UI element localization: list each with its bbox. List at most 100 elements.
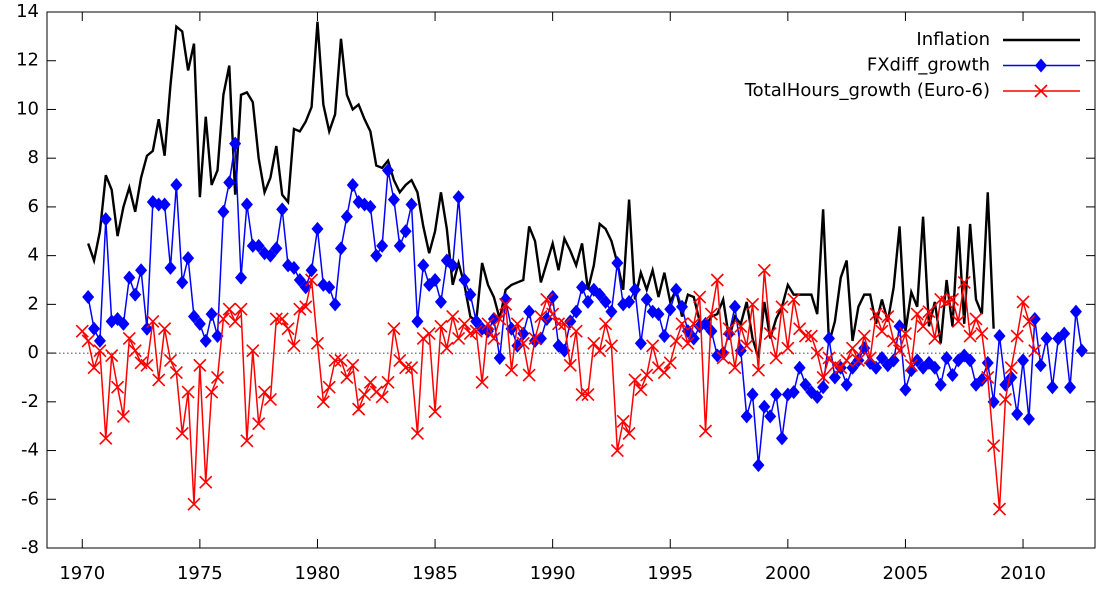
point — [969, 312, 983, 326]
point — [728, 361, 742, 375]
point — [269, 312, 283, 326]
point — [216, 312, 230, 326]
point — [869, 307, 883, 321]
point — [287, 260, 300, 275]
x-tick-label: 1970 — [59, 563, 105, 584]
point — [399, 224, 412, 239]
point — [399, 361, 413, 375]
point — [246, 344, 260, 358]
point — [564, 314, 577, 329]
point — [728, 299, 741, 314]
point — [470, 314, 483, 329]
point — [393, 353, 407, 367]
point — [87, 361, 101, 375]
point — [182, 251, 195, 266]
legend-label: FXdiff_growth — [867, 55, 990, 76]
point — [1022, 314, 1036, 328]
point — [811, 389, 824, 404]
point — [1022, 411, 1035, 426]
point — [93, 344, 107, 358]
point — [740, 339, 754, 353]
point — [499, 292, 512, 307]
point — [975, 372, 988, 387]
point — [404, 361, 419, 375]
point — [305, 263, 318, 278]
point — [475, 375, 489, 389]
point — [323, 280, 336, 295]
point — [410, 426, 424, 441]
point — [181, 385, 195, 399]
point — [123, 270, 136, 285]
point — [446, 309, 460, 324]
point — [940, 350, 953, 365]
point — [205, 385, 219, 399]
point — [646, 339, 660, 353]
point — [540, 292, 554, 307]
point — [710, 273, 724, 287]
point — [175, 426, 189, 441]
point — [675, 317, 689, 331]
x-tick-label: 1995 — [647, 563, 693, 584]
point — [287, 339, 301, 353]
point — [769, 351, 783, 365]
point — [687, 317, 701, 331]
point — [504, 363, 519, 377]
point — [746, 297, 760, 311]
point — [364, 199, 377, 214]
point — [176, 275, 189, 290]
point — [357, 387, 372, 402]
point — [593, 344, 607, 358]
point — [469, 324, 483, 338]
point — [793, 322, 807, 336]
point — [693, 290, 707, 304]
point — [963, 329, 977, 343]
point — [640, 368, 654, 382]
point — [446, 258, 459, 273]
point — [840, 353, 854, 367]
point — [770, 387, 783, 402]
point — [634, 336, 647, 351]
point — [228, 314, 242, 328]
point — [1040, 331, 1053, 346]
point — [405, 197, 418, 212]
point — [105, 348, 119, 363]
point — [516, 336, 530, 350]
point — [957, 275, 971, 290]
point — [657, 366, 671, 380]
point — [170, 177, 183, 192]
point — [1069, 304, 1082, 319]
point — [610, 443, 624, 458]
point — [758, 399, 771, 414]
point — [258, 246, 271, 261]
y-tick-label: 10 — [16, 98, 39, 119]
point — [99, 212, 112, 227]
point — [870, 360, 883, 375]
point — [634, 383, 648, 397]
point — [429, 273, 442, 287]
point — [652, 307, 665, 322]
point — [681, 336, 695, 350]
x-tick-label: 1980 — [295, 563, 341, 584]
point — [422, 327, 436, 341]
point — [816, 370, 830, 385]
point — [352, 402, 366, 416]
point — [898, 327, 913, 341]
point — [316, 395, 330, 409]
point — [417, 258, 430, 273]
point — [193, 316, 206, 331]
point — [840, 377, 853, 392]
legend-marker — [1034, 84, 1048, 98]
point — [1010, 329, 1024, 343]
point — [551, 317, 566, 331]
point — [623, 294, 636, 309]
point — [382, 163, 395, 178]
point — [887, 334, 901, 348]
point — [381, 375, 395, 389]
point — [787, 385, 800, 400]
point — [328, 353, 342, 367]
point — [322, 380, 336, 394]
point — [1028, 344, 1042, 358]
point — [334, 241, 347, 256]
